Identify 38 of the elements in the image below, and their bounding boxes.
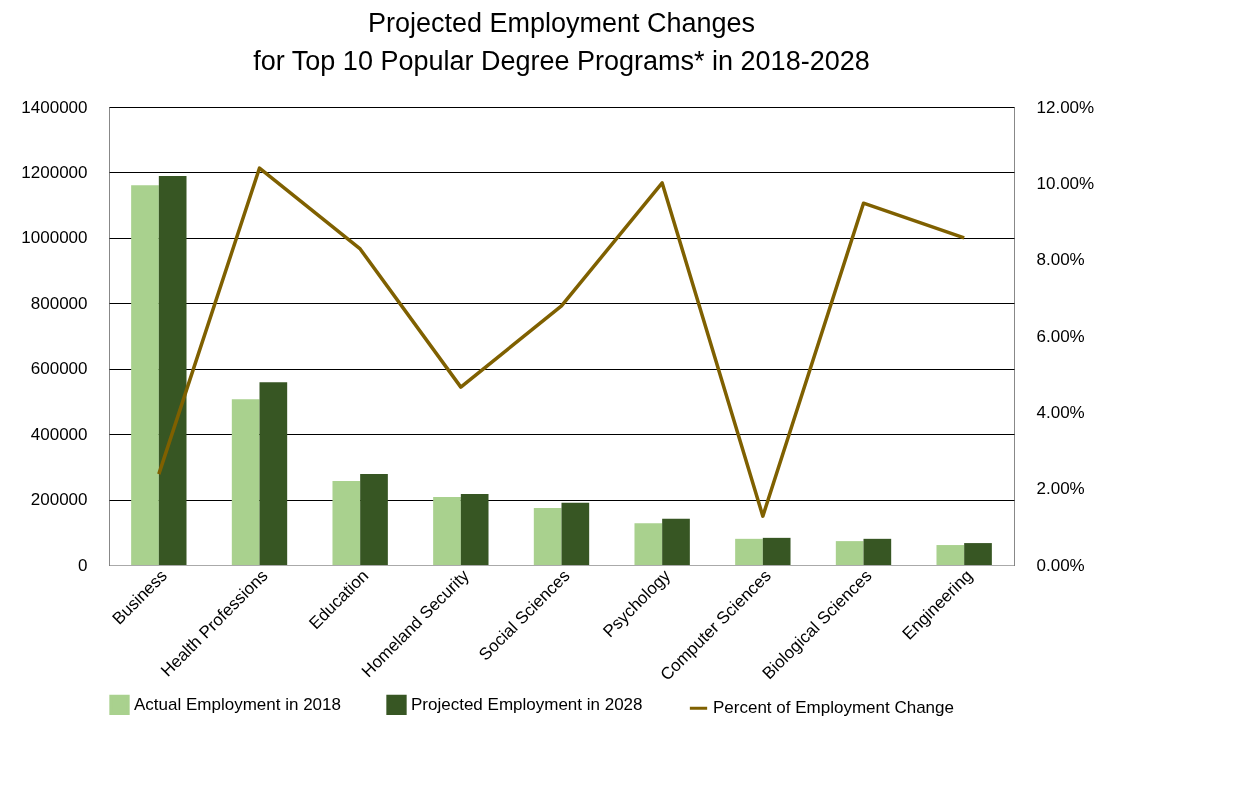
legend-label: Percent of Employment Change [713, 698, 954, 718]
legend-label: Projected Employment in 2028 [411, 694, 643, 714]
y-tick-label: 600000 [30, 359, 88, 379]
y-tick-label: 0 [78, 555, 88, 575]
bar [662, 518, 690, 565]
y-tick-label: 800000 [30, 293, 88, 313]
bar [964, 543, 992, 565]
y2-tick-label: 0.00% [1036, 555, 1085, 575]
bar [561, 502, 590, 565]
chart-title: Projected Employment Changes for Top 10 Popular Degree Programs* in 2018-2028 [253, 8, 870, 76]
bar [863, 538, 892, 565]
y2-tick-label: 4.00% [1036, 402, 1085, 422]
y-tick-label: 200000 [30, 490, 88, 510]
bar [360, 474, 388, 565]
bar [231, 399, 260, 565]
y2-tick-label: 6.00% [1036, 326, 1085, 346]
bar [936, 545, 965, 565]
bar [332, 480, 361, 565]
line-series [157, 166, 966, 518]
y2-tick-label: 8.00% [1036, 250, 1085, 270]
bar [634, 523, 663, 565]
y2-tick-label: 12.00% [1036, 97, 1095, 117]
y-tick-label: 400000 [30, 424, 88, 444]
y-tick-label: 1200000 [21, 162, 88, 182]
y-tick-label: 1000000 [21, 228, 88, 248]
bar [533, 508, 562, 565]
legend-label: Actual Employment in 2018 [134, 694, 341, 714]
y2-tick-label: 10.00% [1036, 173, 1095, 193]
bar [433, 496, 461, 565]
y2-tick-label: 2.00% [1036, 479, 1085, 499]
bar [735, 538, 763, 565]
bar [259, 382, 288, 565]
bar [158, 176, 187, 565]
bar [131, 185, 159, 565]
bar [460, 494, 489, 565]
y-tick-label: 1400000 [21, 97, 88, 117]
bar [762, 537, 791, 565]
bar [835, 541, 864, 565]
